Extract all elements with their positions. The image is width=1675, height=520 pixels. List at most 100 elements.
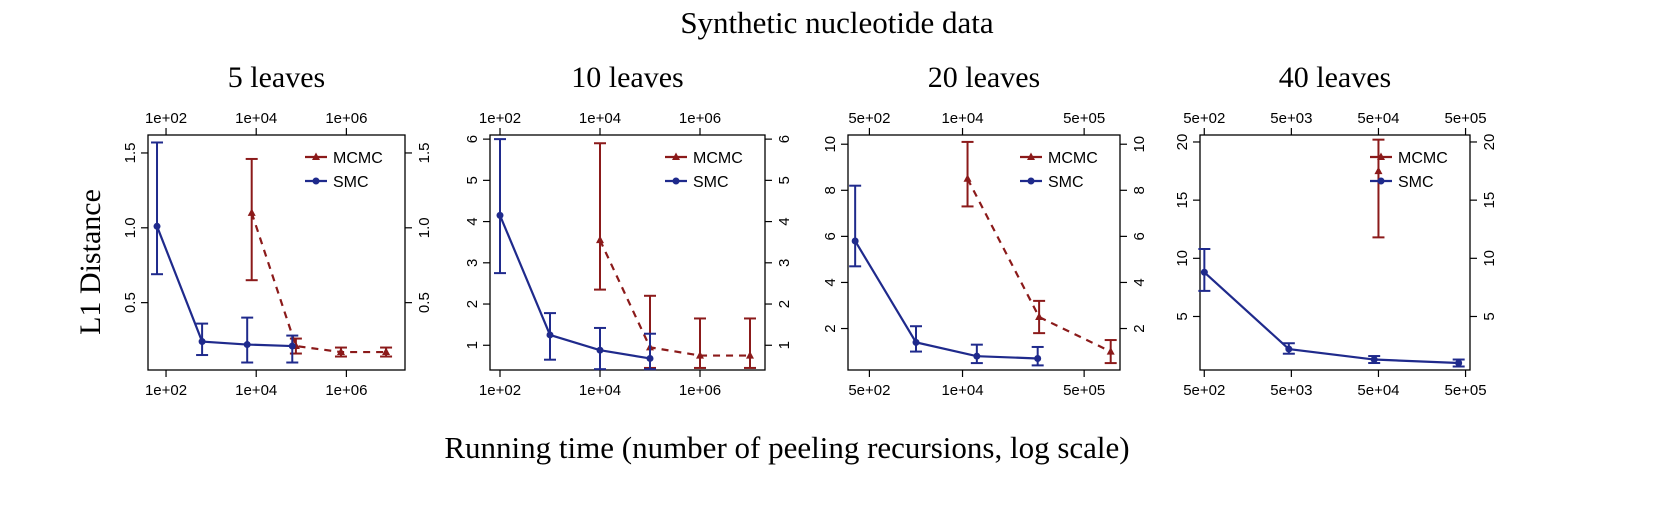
- x-tick-label-bottom: 5e+02: [1183, 382, 1225, 399]
- y-tick-label-left: 15: [1174, 192, 1191, 209]
- smc-point: [1200, 268, 1208, 276]
- y-tick-label-right: 2: [776, 300, 793, 308]
- x-tick-label-bottom: 5e+05: [1444, 382, 1486, 399]
- y-tick-label-left: 6: [822, 232, 839, 240]
- smc-line: [155, 225, 293, 348]
- y-tick-label-right: 6: [776, 135, 793, 143]
- series-mcmc: [245, 157, 393, 358]
- series-smc: [849, 184, 1044, 367]
- y-tick-label-left: 4: [822, 278, 839, 286]
- series-smc: [494, 138, 656, 371]
- smc-point: [243, 341, 251, 349]
- smc-point: [288, 342, 296, 350]
- y-tick-label-right: 0.5: [416, 292, 433, 313]
- x-tick-label-top: 5e+05: [1063, 110, 1105, 127]
- y-tick-label-right: 8: [1131, 186, 1148, 194]
- legend-marker: [1377, 177, 1385, 185]
- y-tick-label-right: 4: [776, 217, 793, 225]
- figure-title: Synthetic nucleotide data: [680, 5, 994, 40]
- x-tick-label-bottom: 5e+05: [1063, 382, 1105, 399]
- y-tick-label-right: 1.0: [416, 217, 433, 238]
- smc-point: [1034, 354, 1042, 362]
- x-tick-label-bottom: 1e+02: [145, 382, 187, 399]
- x-tick-label-top: 1e+06: [679, 110, 721, 127]
- x-tick-label-bottom: 1e+06: [679, 382, 721, 399]
- x-tick-label-top: 1e+04: [235, 110, 277, 127]
- y-tick-label-left: 8: [822, 186, 839, 194]
- y-tick-label-right: 10: [1481, 250, 1498, 267]
- y-tick-label-right: 5: [1481, 312, 1498, 320]
- mcmc-line: [250, 212, 387, 354]
- mcmc-point: [382, 347, 391, 356]
- legend-marker: [1027, 152, 1035, 160]
- smc-point: [596, 346, 604, 354]
- mcmc-point: [696, 351, 704, 359]
- legend-label: MCMC: [333, 150, 383, 167]
- panel-title: 40 leaves: [1279, 61, 1391, 94]
- panel-title: 5 leaves: [228, 61, 325, 94]
- mcmc-point: [596, 235, 604, 244]
- legend-marker: [312, 152, 320, 160]
- legend-marker: [672, 152, 680, 160]
- x-tick-label-top: 5e+05: [1444, 110, 1486, 127]
- legend: MCMC SMC: [665, 150, 743, 191]
- x-tick-label-bottom: 5e+04: [1357, 382, 1399, 399]
- legend-label: MCMC: [693, 150, 743, 167]
- mcmc-point: [1374, 166, 1383, 175]
- y-tick-label-left: 20: [1174, 134, 1191, 151]
- smc-point: [973, 352, 981, 360]
- x-tick-label-top: 1e+02: [479, 110, 521, 127]
- y-tick-label-right: 10: [1131, 136, 1148, 153]
- smc-point: [198, 338, 206, 346]
- series-mcmc: [1372, 138, 1385, 239]
- y-tick-label-left: 2: [822, 324, 839, 332]
- smc-point: [1285, 345, 1293, 353]
- series-smc: [151, 141, 299, 364]
- mcmc-point: [1106, 347, 1115, 355]
- legend: MCMC SMC: [1370, 150, 1448, 191]
- x-tick-label-top: 1e+06: [325, 110, 367, 127]
- panel-title: 10 leaves: [571, 61, 683, 94]
- legend-marker: [312, 177, 320, 185]
- smc-point: [851, 237, 859, 245]
- smc-point: [496, 211, 504, 219]
- legend-marker: [1027, 177, 1035, 185]
- legend-label: MCMC: [1398, 150, 1448, 167]
- panel-3: 20 leaves 5e+02 5e+02 1e+04 1e+04 5e+05 5e+05 2…: [822, 61, 1148, 399]
- smc-point: [1455, 359, 1463, 367]
- mcmc-point: [746, 351, 754, 359]
- legend-label: MCMC: [1048, 150, 1098, 167]
- plot-frame: [147, 134, 406, 371]
- y-tick-label-right: 1: [776, 341, 793, 349]
- y-tick-label-left: 1.5: [122, 143, 139, 164]
- mcmc-line: [966, 178, 1112, 353]
- plot-frame: [1199, 134, 1471, 371]
- y-tick-label-left: 5: [464, 176, 481, 184]
- legend-label: SMC: [693, 174, 729, 191]
- mcmc-point: [336, 347, 345, 356]
- smc-point: [912, 338, 920, 346]
- y-tick-label-right: 3: [776, 259, 793, 267]
- legend: MCMC SMC: [305, 150, 383, 191]
- smc-point: [546, 331, 554, 339]
- y-tick-label-left: 1: [464, 341, 481, 349]
- smc-point: [646, 354, 654, 362]
- y-tick-label-right: 20: [1481, 134, 1498, 151]
- mcmc-line: [599, 239, 750, 357]
- y-tick-label-left: 2: [464, 300, 481, 308]
- series-mcmc: [594, 142, 756, 369]
- x-tick-label-top: 5e+02: [1183, 110, 1225, 127]
- legend-marker: [672, 177, 680, 185]
- panel-4: 40 leaves 5e+02 5e+02 5e+03 5e+03 5e+04 5e+04 5…: [1174, 61, 1498, 399]
- series-mcmc: [961, 140, 1117, 365]
- smc-point: [153, 222, 161, 230]
- mcmc-point: [1035, 312, 1044, 321]
- panel-2: 10 leaves 1e+02 1e+02 1e+04 1e+04 1e+06 1e+06 1…: [464, 61, 793, 399]
- mcmc-point: [247, 208, 256, 216]
- y-tick-label-right: 5: [776, 176, 793, 184]
- y-tick-label-right: 15: [1481, 192, 1498, 209]
- x-tick-label-bottom: 1e+04: [235, 382, 277, 399]
- smc-line: [1203, 271, 1459, 365]
- x-tick-label-bottom: 1e+06: [325, 382, 367, 399]
